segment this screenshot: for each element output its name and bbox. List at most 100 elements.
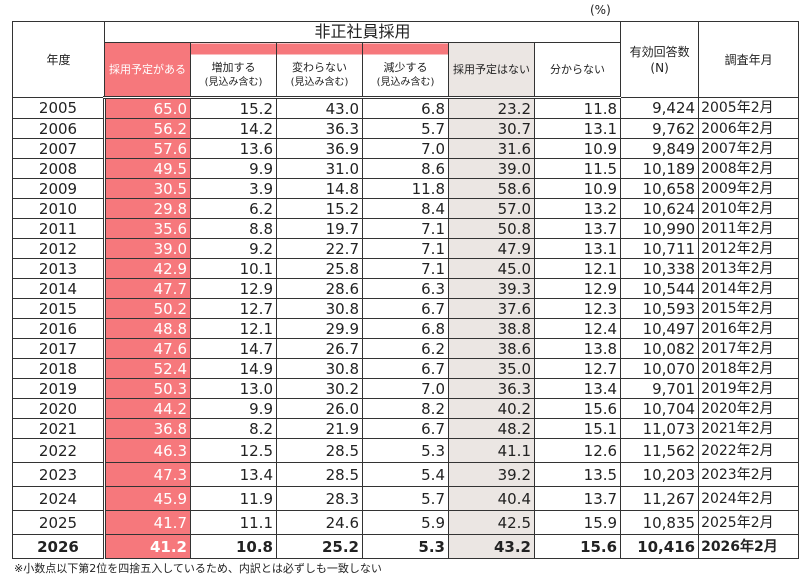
cell-same: 29.9 xyxy=(276,318,363,339)
header-survey: 調査年月 xyxy=(698,21,800,98)
header-year: 年度 xyxy=(12,21,105,98)
cell-not-planned: 43.2 xyxy=(448,534,535,559)
cell-planned: 41.2 xyxy=(103,534,191,559)
cell-planned: 39.0 xyxy=(103,238,191,259)
header-unknown: 分からない xyxy=(533,42,622,99)
cell-planned: 65.0 xyxy=(103,97,191,119)
cell-survey-date: 2009年2月 xyxy=(698,178,800,199)
cell-planned: 42.9 xyxy=(103,258,191,279)
header-group: 非正社員採用 xyxy=(103,21,622,43)
cell-increase: 6.2 xyxy=(190,198,277,219)
header-increase: 増加する (見込み含む) xyxy=(190,42,277,99)
cell-decrease: 8.6 xyxy=(362,158,449,179)
cell-decrease: 6.2 xyxy=(362,338,449,359)
cell-planned: 30.5 xyxy=(103,178,191,199)
cell-year: 2007 xyxy=(12,138,105,159)
cell-planned: 47.6 xyxy=(103,338,191,359)
cell-decrease: 5.9 xyxy=(362,510,449,535)
cell-not-planned: 39.0 xyxy=(448,158,535,179)
cell-year: 2022 xyxy=(12,438,105,463)
cell-increase: 10.8 xyxy=(190,534,277,559)
table-row: 2009 30.5 3.9 14.8 11.8 58.6 10.9 10,658 2009年2月 xyxy=(12,178,800,199)
cell-increase: 8.2 xyxy=(190,418,277,439)
cell-n: 10,544 xyxy=(620,278,700,299)
cell-same: 25.2 xyxy=(276,534,363,559)
cell-survey-date: 2016年2月 xyxy=(698,318,800,339)
cell-n: 10,711 xyxy=(620,238,700,259)
cell-same: 28.5 xyxy=(276,462,363,487)
table-row: 2005 65.0 15.2 43.0 6.8 23.2 11.8 9,424 2005年2月 xyxy=(12,97,800,119)
cell-survey-date: 2024年2月 xyxy=(698,486,800,511)
cell-not-planned: 40.4 xyxy=(448,486,535,511)
cell-survey-date: 2018年2月 xyxy=(698,358,800,379)
cell-increase: 12.1 xyxy=(190,318,277,339)
cell-year: 2010 xyxy=(12,198,105,219)
cell-decrease: 7.1 xyxy=(362,258,449,279)
header-same-note: (見込み含む) xyxy=(290,76,349,88)
table-row: 2020 44.2 9.9 26.0 8.2 40.2 15.6 10,704 2020年2月 xyxy=(12,398,800,419)
table-row: 2013 42.9 10.1 25.8 7.1 45.0 12.1 10,338 2013年2月 xyxy=(12,258,800,279)
cell-unknown: 10.9 xyxy=(533,178,622,199)
cell-decrease: 5.7 xyxy=(362,486,449,511)
cell-same: 14.8 xyxy=(276,178,363,199)
cell-not-planned: 45.0 xyxy=(448,258,535,279)
cell-not-planned: 35.0 xyxy=(448,358,535,379)
cell-year: 2024 xyxy=(12,486,105,511)
cell-n: 10,497 xyxy=(620,318,700,339)
cell-planned: 46.3 xyxy=(103,438,191,463)
cell-same: 30.8 xyxy=(276,358,363,379)
cell-unknown: 11.5 xyxy=(533,158,622,179)
cell-n: 9,849 xyxy=(620,138,700,159)
cell-n: 10,203 xyxy=(620,462,700,487)
cell-unknown: 12.9 xyxy=(533,278,622,299)
cell-decrease: 5.4 xyxy=(362,462,449,487)
cell-same: 19.7 xyxy=(276,218,363,239)
header-n-label: 有効回答数 xyxy=(629,44,690,59)
cell-n: 10,658 xyxy=(620,178,700,199)
cell-planned: 48.8 xyxy=(103,318,191,339)
table-row: 2024 45.9 11.9 28.3 5.7 40.4 13.7 11,267 2024年2月 xyxy=(12,486,800,511)
header-same: 変わらない (見込み含む) xyxy=(276,42,363,99)
cell-planned: 49.5 xyxy=(103,158,191,179)
cell-planned: 44.2 xyxy=(103,398,191,419)
cell-year: 2006 xyxy=(12,118,105,139)
table-row: 2015 50.2 12.7 30.8 6.7 37.6 12.3 10,593 2015年2月 xyxy=(12,298,800,319)
table-row: 2025 41.7 11.1 24.6 5.9 42.5 15.9 10,835 2025年2月 xyxy=(12,510,800,535)
cell-planned: 57.6 xyxy=(103,138,191,159)
cell-increase: 9.2 xyxy=(190,238,277,259)
cell-unknown: 13.1 xyxy=(533,238,622,259)
cell-unknown: 15.6 xyxy=(533,534,622,559)
cell-survey-date: 2014年2月 xyxy=(698,278,800,299)
header-increase-note: (見込み含む) xyxy=(204,76,263,88)
cell-planned: 41.7 xyxy=(103,510,191,535)
header-not-planned: 採用予定はない xyxy=(448,42,535,99)
cell-unknown: 11.8 xyxy=(533,97,622,119)
cell-decrease: 7.0 xyxy=(362,378,449,399)
cell-unknown: 13.2 xyxy=(533,198,622,219)
header-increase-label: 増加する xyxy=(211,60,256,74)
cell-survey-date: 2013年2月 xyxy=(698,258,800,279)
cell-same: 28.3 xyxy=(276,486,363,511)
header-n: 有効回答数 (N) xyxy=(620,21,700,98)
cell-n: 9,762 xyxy=(620,118,700,139)
cell-unknown: 10.9 xyxy=(533,138,622,159)
cell-same: 30.2 xyxy=(276,378,363,399)
cell-n: 10,189 xyxy=(620,158,700,179)
cell-decrease: 6.3 xyxy=(362,278,449,299)
table-row: 2026 41.2 10.8 25.2 5.3 43.2 15.6 10,416 2026年2月 xyxy=(12,534,800,559)
cell-same: 36.9 xyxy=(276,138,363,159)
cell-decrease: 11.8 xyxy=(362,178,449,199)
cell-unknown: 13.8 xyxy=(533,338,622,359)
cell-n: 11,562 xyxy=(620,438,700,463)
cell-survey-date: 2021年2月 xyxy=(698,418,800,439)
table-wrapper: 年度 非正社員採用 有効回答数 (N) 調査年月 採用予定がある 増加する (見込み… xyxy=(12,21,800,576)
cell-same: 25.8 xyxy=(276,258,363,279)
cell-year: 2021 xyxy=(12,418,105,439)
cell-not-planned: 23.2 xyxy=(448,97,535,119)
cell-increase: 11.9 xyxy=(190,486,277,511)
cell-unknown: 13.7 xyxy=(533,218,622,239)
cell-same: 30.8 xyxy=(276,298,363,319)
cell-not-planned: 42.5 xyxy=(448,510,535,535)
cell-survey-date: 2012年2月 xyxy=(698,238,800,259)
header-decrease: 減少する (見込み含む) xyxy=(362,42,449,99)
